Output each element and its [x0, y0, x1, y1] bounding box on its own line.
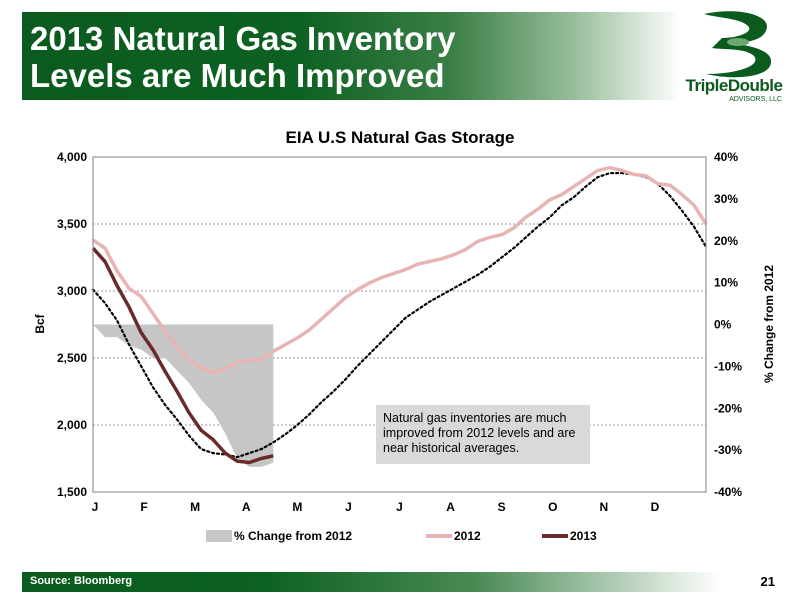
legend-label-change: % Change from 2012 [234, 529, 353, 543]
y-right-tick-label: -40% [714, 485, 742, 499]
x-tick-label: D [651, 500, 660, 514]
series-area-change-from-2012 [93, 324, 274, 467]
source-note: Source: Bloomberg [30, 575, 133, 587]
series-line-2013 [91, 246, 274, 465]
y-right-tick-label: -30% [714, 443, 742, 457]
plot-frame [92, 156, 707, 493]
y-right-tick-label: 10% [714, 276, 738, 290]
y-left-tick-label: 2,500 [57, 351, 87, 365]
y-right-tick-label: -10% [714, 359, 742, 373]
x-tick-label: M [292, 500, 302, 514]
y-right-tick-label: 30% [714, 192, 738, 206]
slide-title: 2013 Natural Gas Inventory Levels are Mu… [30, 20, 550, 94]
x-tick-label: M [190, 500, 200, 514]
x-tick-label: A [242, 500, 251, 514]
x-tick-label: O [548, 500, 557, 514]
y-right-tick-label: 0% [714, 318, 732, 332]
x-tick-label: F [140, 500, 147, 514]
annotation-text: Natural gas inventories are much improve… [383, 411, 576, 455]
header-band [22, 12, 682, 100]
x-tick-label: A [446, 500, 455, 514]
x-tick-label: J [396, 500, 403, 514]
y-left-tick-label: 2,000 [57, 418, 87, 432]
logo-subtitle: ADVISORS, LLC [729, 96, 782, 103]
slide-title-line-1: 2013 Natural Gas Inventory [30, 20, 456, 57]
series-line-2012 [92, 165, 708, 375]
y-left-tick-label: 3,000 [57, 284, 87, 298]
legend-label-2012: 2012 [454, 529, 481, 543]
y-left-tick-label: 1,500 [57, 485, 87, 499]
series-line-dotted [91, 171, 708, 459]
y-right-tick-label: 20% [714, 234, 738, 248]
legend-swatch-change [206, 530, 232, 542]
y-left-tick-label: 4,000 [57, 150, 87, 164]
y-axis-right-label: % Change from 2012 [762, 265, 776, 383]
legend [206, 530, 568, 542]
annotation-box [376, 405, 590, 464]
x-tick-label: J [345, 500, 352, 514]
y-right-tick-label: -20% [714, 401, 742, 415]
x-tick-label: N [599, 500, 608, 514]
footer-band [22, 572, 722, 592]
y-right-tick-label: 40% [714, 150, 738, 164]
company-logo-icon [704, 11, 772, 78]
chart-title: EIA U.S Natural Gas Storage [286, 128, 515, 147]
logo-name: TripleDouble [685, 76, 783, 95]
y-axis-left-label: Bcf [33, 313, 47, 333]
slide-title-line-2: Levels are Much Improved [30, 57, 445, 94]
x-tick-label: J [92, 500, 99, 514]
y-left-tick-label: 3,500 [57, 217, 87, 231]
legend-label-2013: 2013 [570, 529, 597, 543]
x-tick-label: S [498, 500, 506, 514]
page-number: 21 [760, 574, 775, 589]
